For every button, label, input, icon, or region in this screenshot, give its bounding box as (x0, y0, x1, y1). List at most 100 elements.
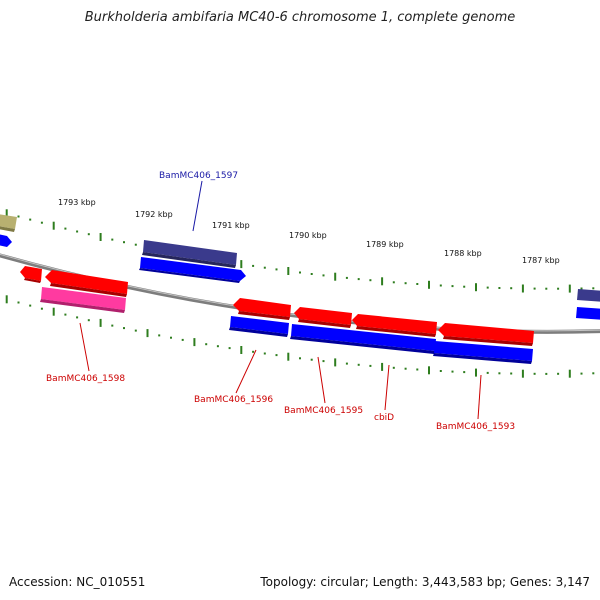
outer-scale-minor-tick (416, 283, 419, 285)
inner-scale-major-tick (381, 362, 384, 371)
outer-scale-major-tick (287, 267, 290, 275)
outer-scale-minor-tick (592, 287, 595, 290)
map-title: Burkholderia ambifaria MC40-6 chromosome… (84, 10, 516, 25)
outer-scale-minor-tick (29, 218, 32, 221)
outer-scale-minor-tick (275, 268, 278, 271)
inner-scale-minor-tick (76, 316, 79, 319)
gene-feature-right-edge (577, 289, 600, 302)
outer-scale-minor-tick (439, 284, 442, 287)
outer-scale-minor-tick (40, 221, 43, 224)
callout-line-bammc406-1595 (317, 356, 326, 404)
gene-label-bammc406-1597: BamMC406_1597 (159, 171, 238, 181)
outer-scale-minor-tick (87, 233, 90, 236)
gene-feature-cbid (352, 314, 437, 337)
outer-scale-minor-tick (345, 276, 348, 279)
inner-scale-major-tick (193, 338, 196, 347)
gene-feature-bammc406-1598 (45, 270, 128, 297)
outer-scale-major-tick (475, 283, 477, 292)
outer-scale-minor-tick (357, 278, 360, 281)
outer-scale-major-tick (52, 221, 55, 230)
callout-line-bammc406-1597 (192, 180, 203, 232)
inner-scale-major-tick (475, 368, 477, 377)
callout-line-bammc406-1596 (235, 349, 257, 394)
position-labels: 1793 kbp 1792 kbp 1791 kbp 1790 kbp 1789… (58, 198, 560, 265)
outer-scale-minor-tick (299, 271, 301, 274)
inner-scale-minor-tick (205, 343, 208, 346)
inner-scale-minor-tick (299, 357, 301, 360)
outer-scale-minor-tick (64, 227, 67, 230)
forward-features (0, 214, 600, 320)
gene-label-bammc406-1598: BamMC406_1598 (46, 374, 125, 384)
gene-feature-bammc406-1597 (142, 240, 237, 268)
inner-scale-major-tick (5, 295, 8, 304)
outer-scale-minor-tick (322, 274, 325, 277)
outer-scale-major-tick (428, 280, 430, 289)
cds-feature-right-edge (576, 307, 600, 320)
accession-label: Accession: NC_010551 (9, 575, 146, 589)
inner-scale-major-tick (334, 358, 337, 367)
outer-scale-minor-tick (263, 266, 266, 269)
outer-scale-major-tick (5, 209, 8, 218)
outer-scale-minor-tick (545, 287, 548, 290)
inner-scale-major-tick (287, 352, 290, 361)
gene-label-cbid: cbiD (374, 413, 394, 423)
inner-scale-minor-tick (545, 372, 548, 375)
inner-scale-minor-tick (123, 327, 125, 330)
inner-scale-minor-tick (463, 371, 466, 374)
inner-scale-minor-tick (29, 304, 32, 307)
inner-scale-minor-tick (170, 336, 172, 339)
inner-scale-minor-tick (252, 350, 255, 353)
inner-scale-minor-tick (486, 371, 489, 374)
genome-summary: Topology: circular; Length: 3,443,583 bp… (260, 575, 590, 589)
inner-scale-minor-tick (557, 372, 560, 375)
inner-scale-minor-tick (158, 334, 161, 337)
callout-lines (79, 180, 482, 420)
outer-scale-minor-tick (134, 243, 137, 246)
inner-scale-minor-tick (111, 324, 114, 327)
inner-scale-major-tick (52, 307, 55, 316)
outer-scale-minor-tick (533, 287, 536, 290)
inner-scale-minor-tick (310, 358, 313, 361)
outer-scale-major-tick (240, 260, 243, 269)
inner-scale-minor-tick (345, 362, 348, 365)
outer-scale-minor-tick (76, 230, 79, 233)
outer-scale-minor-tick (510, 287, 513, 290)
outer-scale-minor-tick (486, 286, 489, 289)
cds-feature-bammc406-1593 (433, 341, 533, 364)
position-label: 1793 kbp (58, 198, 96, 207)
inner-scale-minor-tick (181, 338, 184, 341)
inner-scale-minor-tick (134, 329, 137, 332)
gene-label-bammc406-1593: BamMC406_1593 (436, 422, 515, 432)
inner-scale-major-tick (428, 366, 430, 375)
position-label: 1790 kbp (289, 231, 327, 240)
gene-feature-bammc406-1595 (294, 307, 352, 328)
outer-scale-minor-tick (369, 279, 372, 282)
gene-label-bammc406-1596: BamMC406_1596 (194, 395, 273, 405)
inner-scale-minor-tick (451, 370, 454, 373)
outer-scale-minor-tick (123, 241, 125, 244)
inner-scale-minor-tick (510, 372, 513, 375)
position-label: 1789 kbp (366, 240, 404, 249)
outer-scale-minor-tick (111, 238, 114, 241)
inner-scale-minor-tick (87, 319, 90, 322)
outer-scale-minor-tick (498, 287, 501, 289)
outer-scale-major-tick (521, 284, 524, 293)
inner-scale-minor-tick (64, 313, 67, 316)
inner-scale-minor-tick (322, 360, 325, 363)
outer-scale-minor-tick (451, 285, 454, 288)
outer-scale-minor-tick (392, 281, 395, 284)
outer-scale-minor-tick (252, 264, 255, 267)
outer-scale-major-tick (334, 272, 337, 281)
inner-scale-minor-tick (580, 372, 583, 375)
gene-label-bammc406-1595: BamMC406_1595 (284, 406, 363, 416)
position-label: 1791 kbp (212, 221, 250, 230)
gene-feature-bammc406-1596 (233, 298, 291, 320)
misc-feature-bammc406-1598 (40, 287, 126, 313)
reverse-features (20, 266, 534, 364)
inner-scale-minor-tick (404, 367, 407, 370)
cds-feature-bammc406-1596 (229, 316, 289, 337)
callout-line-cbid (384, 364, 390, 411)
outer-scale-minor-tick (463, 285, 466, 288)
position-label: 1787 kbp (522, 256, 560, 265)
inner-scale-minor-tick (439, 370, 442, 372)
